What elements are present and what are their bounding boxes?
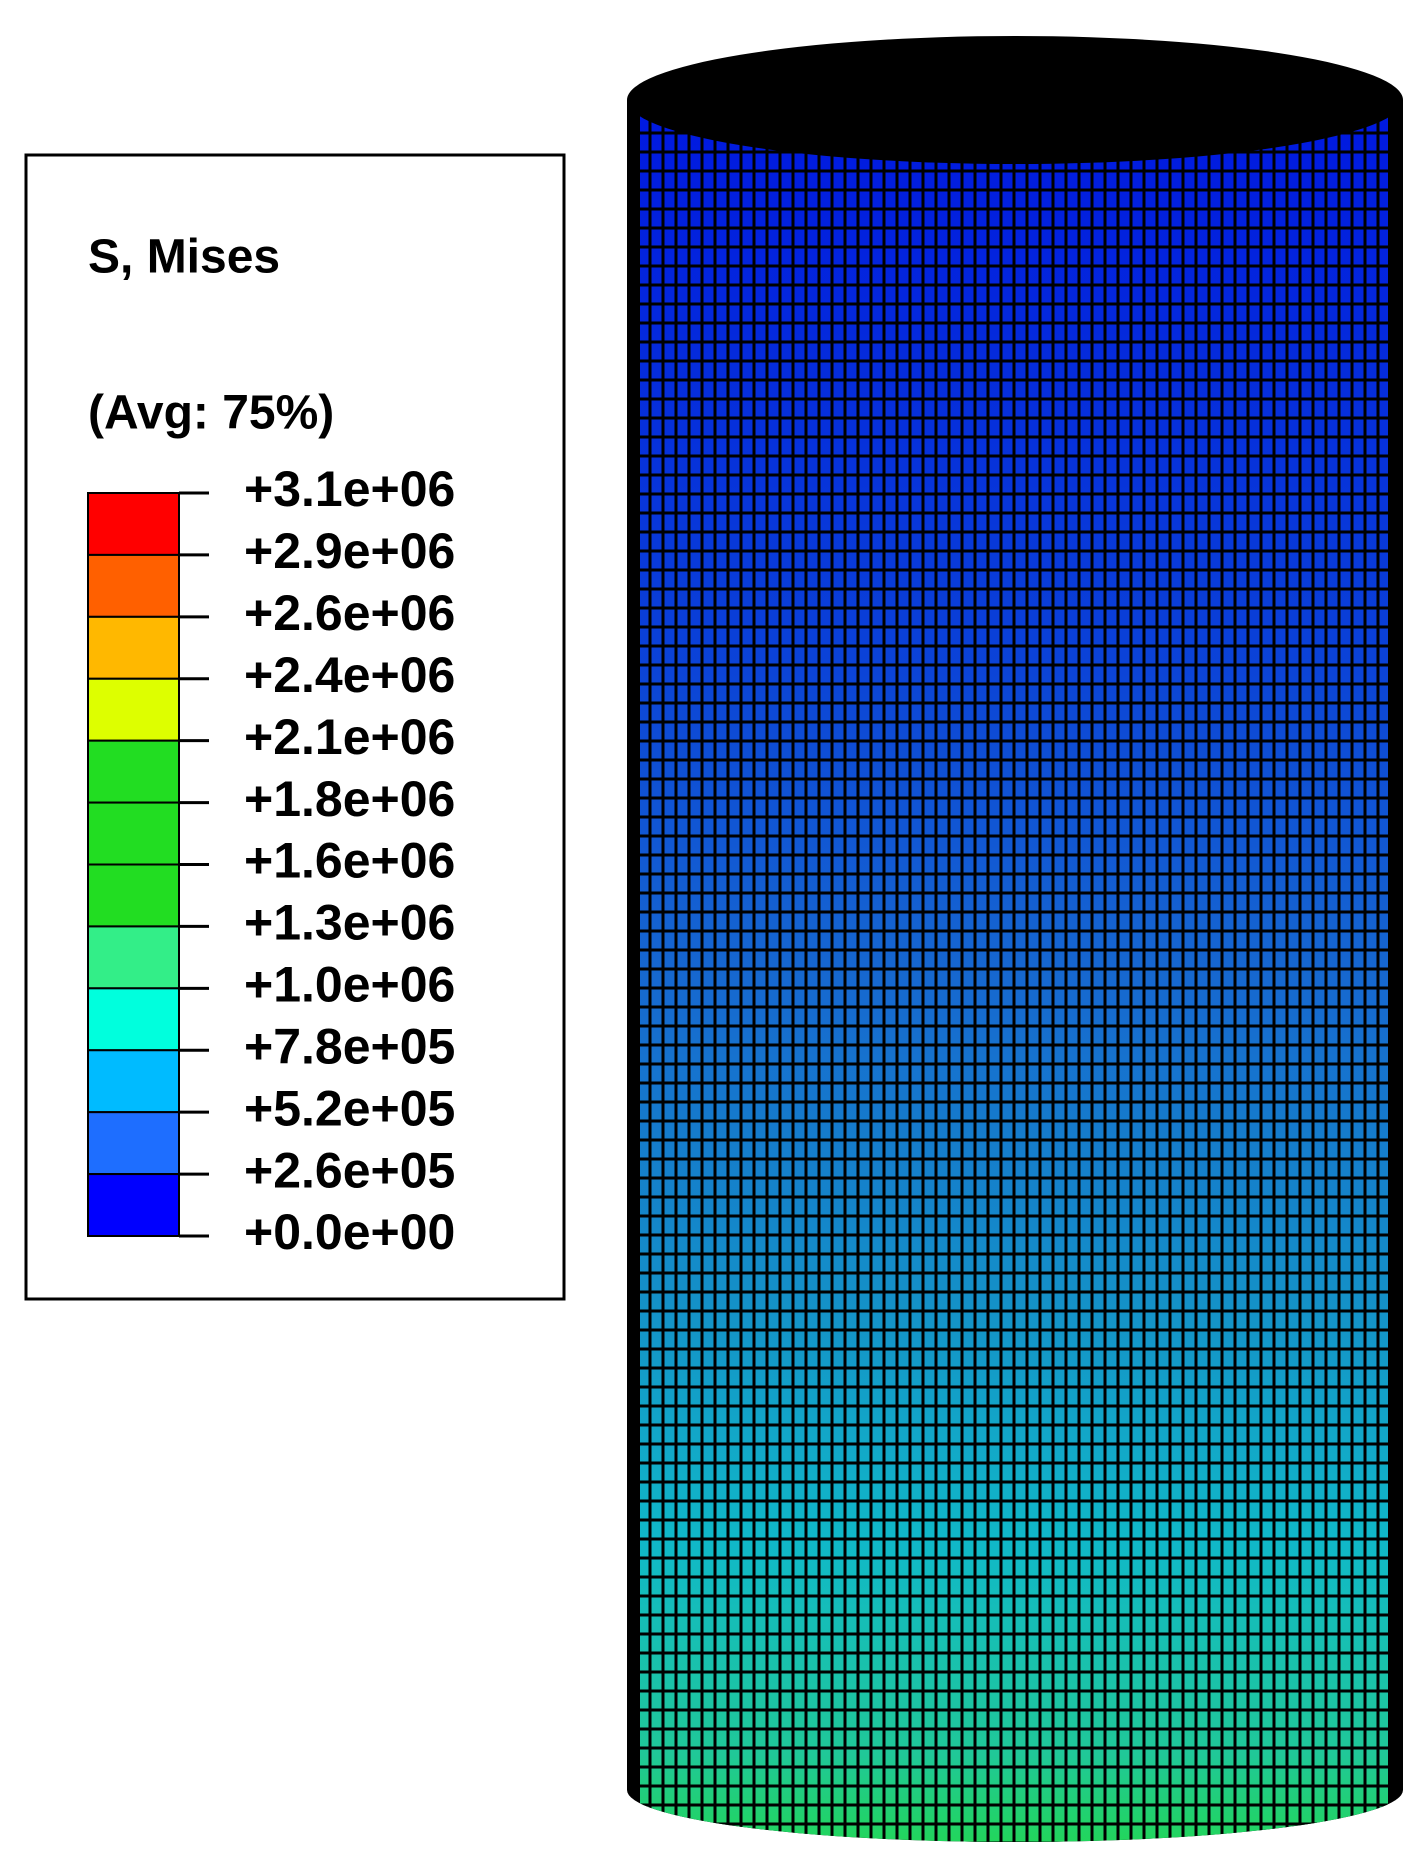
legend-label: +1.3e+06 <box>244 895 455 951</box>
mesh <box>640 100 1388 1842</box>
legend-label: +2.1e+06 <box>244 709 455 765</box>
color-swatch <box>87 925 180 990</box>
color-swatch <box>87 553 180 618</box>
legend: S, Mises (Avg: 75%) +3.1e+06 +2.9e+06 +2.6… <box>24 153 566 1301</box>
legend-title: S, Mises <box>88 231 280 284</box>
cylinder-top <box>627 36 1403 164</box>
color-swatch <box>87 1173 180 1238</box>
color-swatch <box>87 1049 180 1114</box>
legend-label: +7.8e+05 <box>244 1018 455 1074</box>
legend-label: +2.6e+05 <box>244 1142 455 1198</box>
color-swatch <box>87 801 180 866</box>
legend-label: +5.2e+05 <box>244 1080 455 1136</box>
color-swatch <box>87 987 180 1052</box>
color-swatch <box>87 492 180 556</box>
legend-subtitle: (Avg: 75%) <box>88 387 334 440</box>
color-swatch <box>87 615 180 680</box>
color-swatch <box>87 739 180 804</box>
cylinder <box>627 36 1403 1842</box>
legend-label: +1.8e+06 <box>244 771 455 827</box>
color-swatch <box>87 1111 180 1176</box>
color-swatch <box>87 677 180 742</box>
legend-label: +0.0e+00 <box>244 1204 455 1260</box>
legend-label: +1.0e+06 <box>244 957 455 1013</box>
legend-label: +2.4e+06 <box>244 647 455 703</box>
color-swatch <box>87 863 180 928</box>
legend-label: +2.6e+06 <box>244 585 455 641</box>
legend-label: +3.1e+06 <box>244 461 455 517</box>
legend-label: +1.6e+06 <box>244 833 455 889</box>
legend-label: +2.9e+06 <box>244 523 455 579</box>
